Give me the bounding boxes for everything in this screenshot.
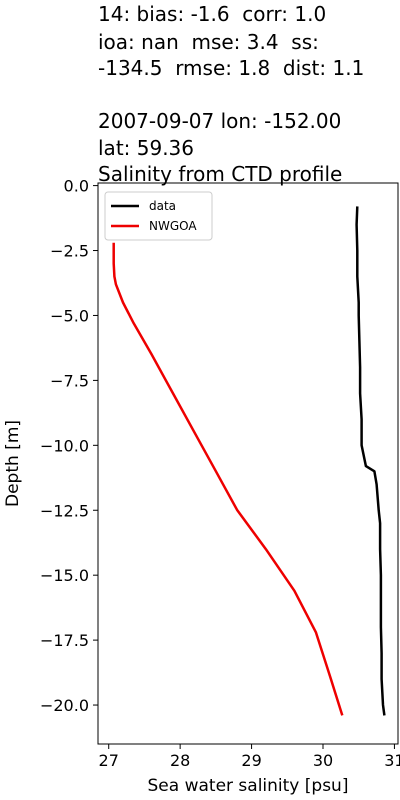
title-line-3: -134.5 rmse: 1.8 dist: 1.1	[98, 56, 365, 80]
y-tick-label: −10.0	[40, 436, 89, 455]
title-line-1: 14: bias: -1.6 corr: 1.0	[98, 2, 327, 26]
legend: data NWGOA	[104, 191, 213, 241]
series-layer	[112, 206, 386, 716]
x-tick-label: 31	[384, 751, 400, 770]
y-tick-label: −7.5	[50, 371, 89, 390]
y-tick-label: −2.5	[50, 242, 89, 261]
ticks-layer: 27 28 29 30 31 0.0 −2.5 −5.0 −7.5 −10.0 −12.5 −15.0…	[40, 177, 400, 770]
title-line-7: Salinity from CTD profile	[98, 162, 343, 186]
y-tick-label: −5.0	[50, 306, 89, 325]
x-tick-label: 30	[313, 751, 333, 770]
x-tick-label: 28	[170, 751, 190, 770]
x-tick-label: 27	[99, 751, 119, 770]
series-line-data	[355, 206, 386, 716]
y-tick-label: −15.0	[40, 566, 89, 585]
y-tick-label: −20.0	[40, 696, 89, 715]
y-tick-label: −12.5	[40, 501, 89, 520]
x-axis-label: Sea water salinity [psu]	[148, 776, 349, 796]
title-line-2: ioa: nan mse: 3.4 ss:	[98, 30, 319, 54]
y-axis-label: Depth [m]	[3, 420, 23, 507]
y-tick-label: −17.5	[40, 631, 89, 650]
title-line-5: 2007-09-07 lon: -152.00	[98, 109, 342, 133]
legend-label-data: data	[149, 199, 176, 213]
axes-frame	[97, 182, 399, 745]
x-tick-label: 29	[241, 751, 261, 770]
y-tick-label: 0.0	[64, 177, 89, 196]
title-line-6: lat: 59.36	[98, 136, 195, 160]
series-line-nwgoa	[112, 242, 344, 716]
legend-label-nwgoa: NWGOA	[149, 219, 197, 233]
legend-box	[104, 191, 213, 241]
